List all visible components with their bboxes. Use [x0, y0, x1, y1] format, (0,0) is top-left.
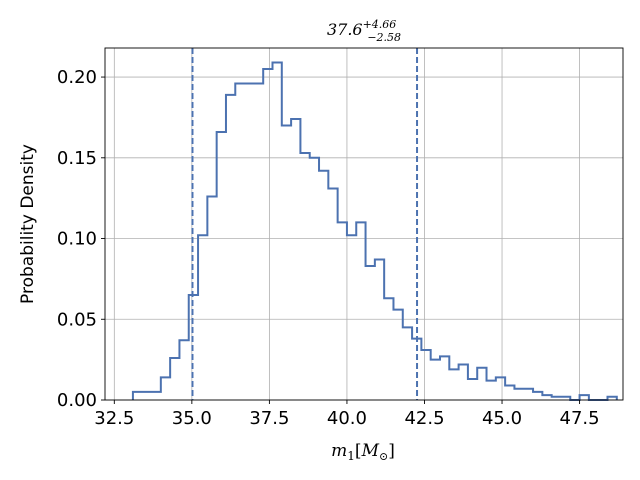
chart-title-upper: +4.66	[363, 18, 397, 31]
x-axis-label: m1[M⊙]	[331, 441, 395, 463]
y-tick-label: 0.20	[57, 67, 97, 88]
histogram-step	[131, 61, 618, 401]
y-tick-label: 0.00	[57, 390, 97, 411]
x-tick-label: 40.0	[327, 408, 367, 429]
chart-title-median: 37.6	[327, 20, 363, 39]
x-tick-label: 35.0	[172, 408, 212, 429]
x-tick-label: 47.5	[560, 408, 600, 429]
x-tick-label: 45.0	[482, 408, 522, 429]
x-axis-label-unit: M	[361, 441, 380, 461]
plot-frame	[104, 47, 624, 401]
x-tick-label: 42.5	[404, 408, 444, 429]
chart-title: 37.6+4.66 −2.58	[327, 18, 401, 44]
y-tick-label: 0.15	[57, 148, 97, 169]
x-axis-label-sub: 1	[347, 449, 355, 463]
x-axis-label-unit-sub: ⊙	[379, 450, 388, 463]
grid	[105, 48, 623, 401]
chart-title-lower: −2.58	[367, 31, 401, 44]
x-tick-label: 37.5	[249, 408, 289, 429]
y-tick-label: 0.10	[57, 229, 97, 250]
x-axis-label-symbol: m	[331, 441, 347, 461]
y-tick-label: 0.05	[57, 309, 97, 330]
plot-marks	[131, 48, 618, 401]
x-axis-label-close: ]	[388, 441, 395, 461]
axis-ticks: 32.5 35.0 37.5 40.0 42.5 45.0 47.5 0.00 0.05 0.10…	[57, 67, 600, 429]
y-axis-label: Probability Density	[18, 144, 38, 304]
x-axis-label-open: [	[355, 441, 362, 461]
x-tick-label: 32.5	[94, 408, 134, 429]
